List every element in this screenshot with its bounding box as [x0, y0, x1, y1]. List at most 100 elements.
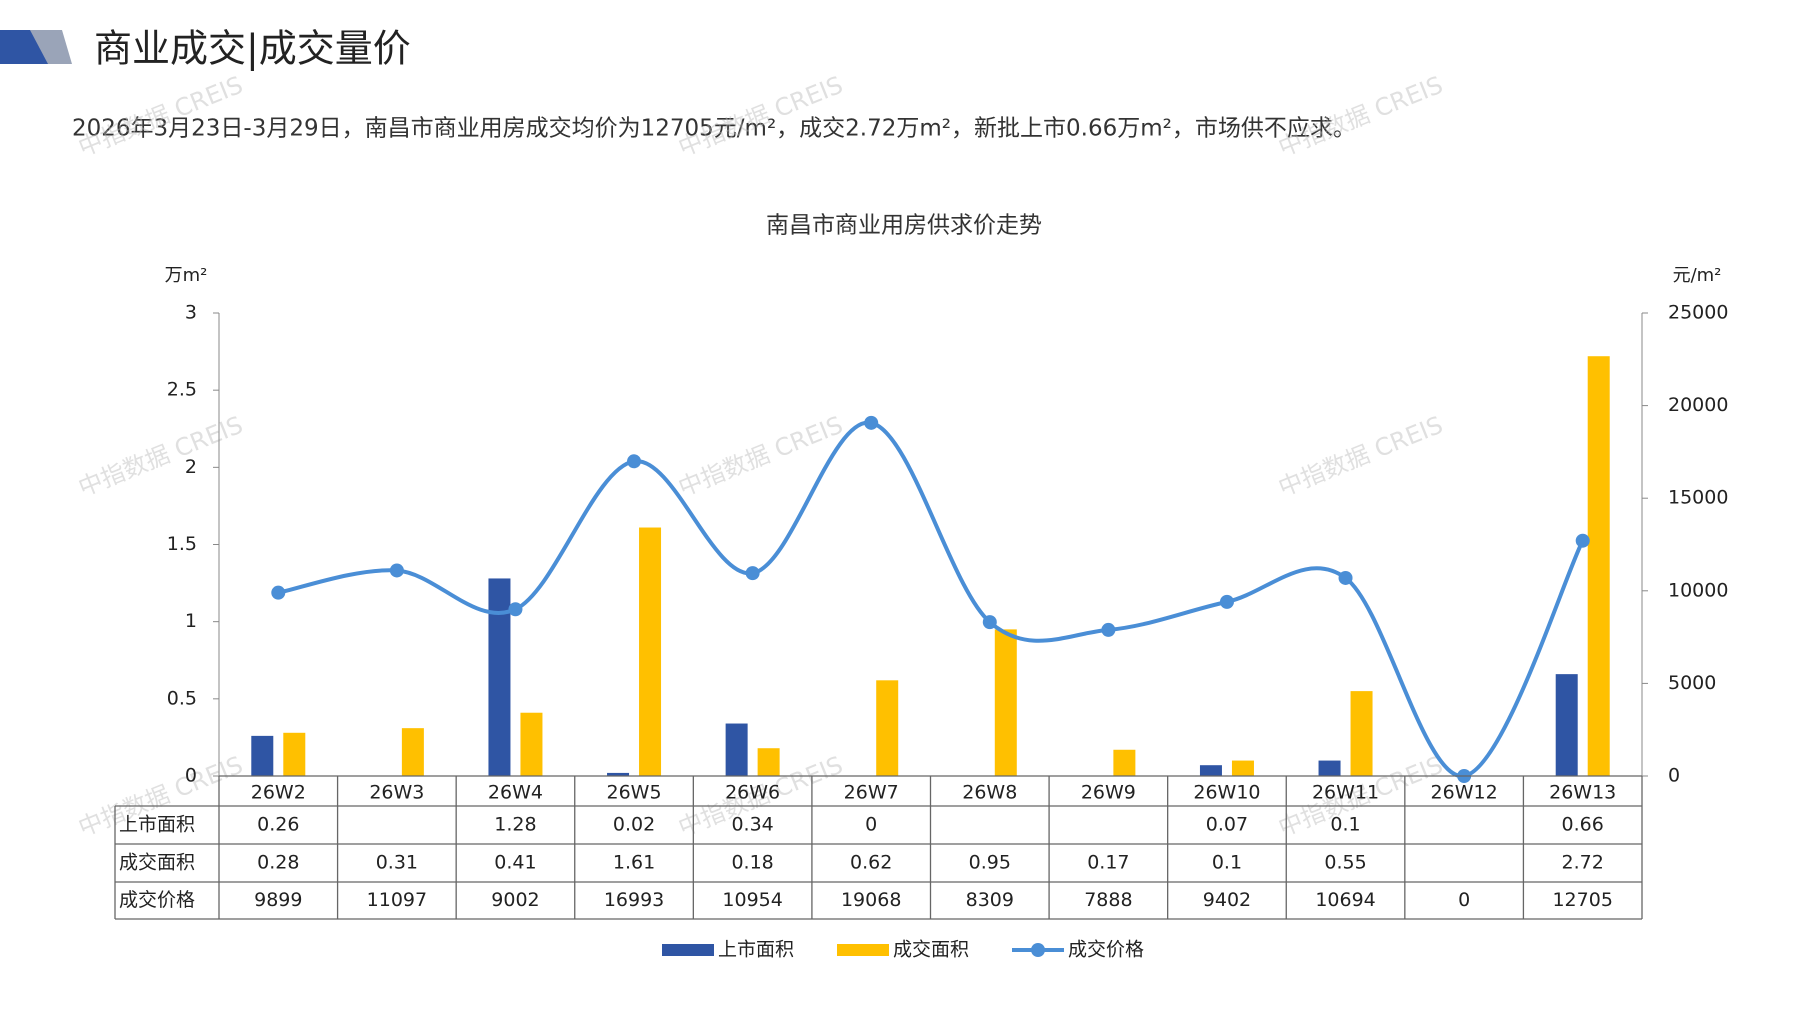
- y2-tick-label: 0: [1668, 765, 1680, 787]
- y2-tick-label: 20000: [1668, 394, 1728, 416]
- price-point: [389, 563, 404, 578]
- y2-tick-label: 15000: [1668, 487, 1728, 509]
- x-tick-label: 26W6: [725, 782, 780, 804]
- y2-tick-label: 5000: [1668, 672, 1716, 694]
- watermark: 中指数据 CREIS: [74, 411, 246, 502]
- bar: [994, 629, 1017, 776]
- y-tick-label: 1: [185, 610, 197, 632]
- y-tick-label: 3: [185, 302, 197, 324]
- y-tick-label: 0.5: [167, 687, 197, 709]
- x-tick-label: 26W5: [607, 782, 662, 804]
- legend-swatch: [662, 944, 714, 956]
- price-point: [982, 615, 997, 630]
- bar: [401, 728, 424, 776]
- row-header: 成交价格: [119, 889, 195, 911]
- price-point: [508, 602, 523, 617]
- table-cell: 9899: [254, 889, 302, 911]
- table-cell: 0.1: [1212, 852, 1242, 874]
- bar: [757, 748, 780, 776]
- y-tick-label: 2.5: [167, 379, 197, 401]
- table-cell: 10954: [722, 889, 782, 911]
- chart-title: 南昌市商业用房供求价走势: [766, 213, 1042, 239]
- table-cell: 0.26: [257, 814, 299, 836]
- table-cell: 0.1: [1330, 814, 1360, 836]
- table-cell: 10694: [1315, 889, 1375, 911]
- table-cell: 1.61: [613, 852, 655, 874]
- x-tick-label: 26W12: [1431, 782, 1498, 804]
- table-cell: 0.17: [1087, 852, 1129, 874]
- x-tick-label: 26W11: [1312, 782, 1379, 804]
- bar: [1587, 356, 1610, 776]
- y-tick-label: 1.5: [167, 533, 197, 555]
- legend-swatch: [1031, 943, 1045, 957]
- y-axis-label: 万m²: [165, 265, 208, 286]
- price-point: [864, 415, 879, 430]
- price-point: [627, 454, 642, 469]
- watermark: 中指数据 CREIS: [1274, 411, 1446, 502]
- x-tick-label: 26W10: [1193, 782, 1260, 804]
- table-cell: 19068: [841, 889, 901, 911]
- table-cell: 0.95: [969, 852, 1011, 874]
- header-deco: [30, 30, 72, 64]
- table-cell: 0: [1458, 889, 1470, 911]
- x-tick-label: 26W8: [962, 782, 1017, 804]
- table-cell: 0.66: [1562, 814, 1604, 836]
- price-point: [1338, 570, 1353, 585]
- bar: [1555, 674, 1578, 776]
- bar: [639, 527, 662, 776]
- bar: [488, 578, 511, 776]
- table-cell: 0.07: [1206, 814, 1248, 836]
- bar: [1231, 760, 1254, 776]
- bar: [876, 680, 899, 776]
- x-tick-label: 26W13: [1549, 782, 1616, 804]
- table-cell: 0.34: [731, 814, 773, 836]
- y-tick-label: 2: [185, 456, 197, 478]
- price-point: [1575, 533, 1590, 548]
- row-header: 上市面积: [119, 814, 195, 836]
- x-tick-label: 26W2: [251, 782, 306, 804]
- table-cell: 9002: [491, 889, 539, 911]
- x-tick-label: 26W7: [844, 782, 899, 804]
- bar: [607, 772, 630, 776]
- bar: [283, 732, 306, 776]
- page-title: 商业成交|成交量价: [94, 27, 411, 72]
- table-cell: 1.28: [494, 814, 536, 836]
- table-cell: 0.41: [494, 852, 536, 874]
- table-cell: 0.31: [376, 852, 418, 874]
- bar: [725, 723, 748, 776]
- table-cell: 0.55: [1324, 852, 1366, 874]
- x-tick-label: 26W3: [369, 782, 424, 804]
- table-cell: 7888: [1084, 889, 1132, 911]
- table-cell: 0.62: [850, 852, 892, 874]
- price-point: [1101, 622, 1116, 637]
- table-cell: 0.28: [257, 852, 299, 874]
- x-tick-label: 26W9: [1081, 782, 1136, 804]
- bar: [1113, 749, 1136, 776]
- table-cell: 16993: [604, 889, 664, 911]
- watermark: 中指数据 CREIS: [674, 411, 846, 502]
- table-cell: 8309: [966, 889, 1014, 911]
- price-point: [271, 585, 286, 600]
- table-cell: 11097: [367, 889, 427, 911]
- bar: [520, 712, 543, 776]
- table-cell: 0.18: [731, 852, 773, 874]
- bar: [1199, 765, 1222, 776]
- price-line: [277, 420, 1585, 779]
- y2-tick-label: 25000: [1668, 302, 1728, 324]
- table-cell: 0.02: [613, 814, 655, 836]
- table-cell: 9402: [1203, 889, 1251, 911]
- bar: [1350, 691, 1373, 776]
- price-point: [745, 566, 760, 581]
- table-cell: 2.72: [1562, 852, 1604, 874]
- summary: 2026年3月23日-3月29日，南昌市商业用房成交均价为12705元/m²，成…: [72, 116, 1356, 142]
- legend-label: 成交面积: [893, 939, 969, 961]
- bar: [1318, 760, 1341, 776]
- x-tick-label: 26W4: [488, 782, 543, 804]
- table-cell: 12705: [1552, 889, 1612, 911]
- bar: [251, 735, 274, 776]
- legend-swatch: [837, 944, 889, 956]
- y2-axis-label: 元/m²: [1673, 265, 1722, 286]
- y2-tick-label: 10000: [1668, 579, 1728, 601]
- table-cell: 0: [865, 814, 877, 836]
